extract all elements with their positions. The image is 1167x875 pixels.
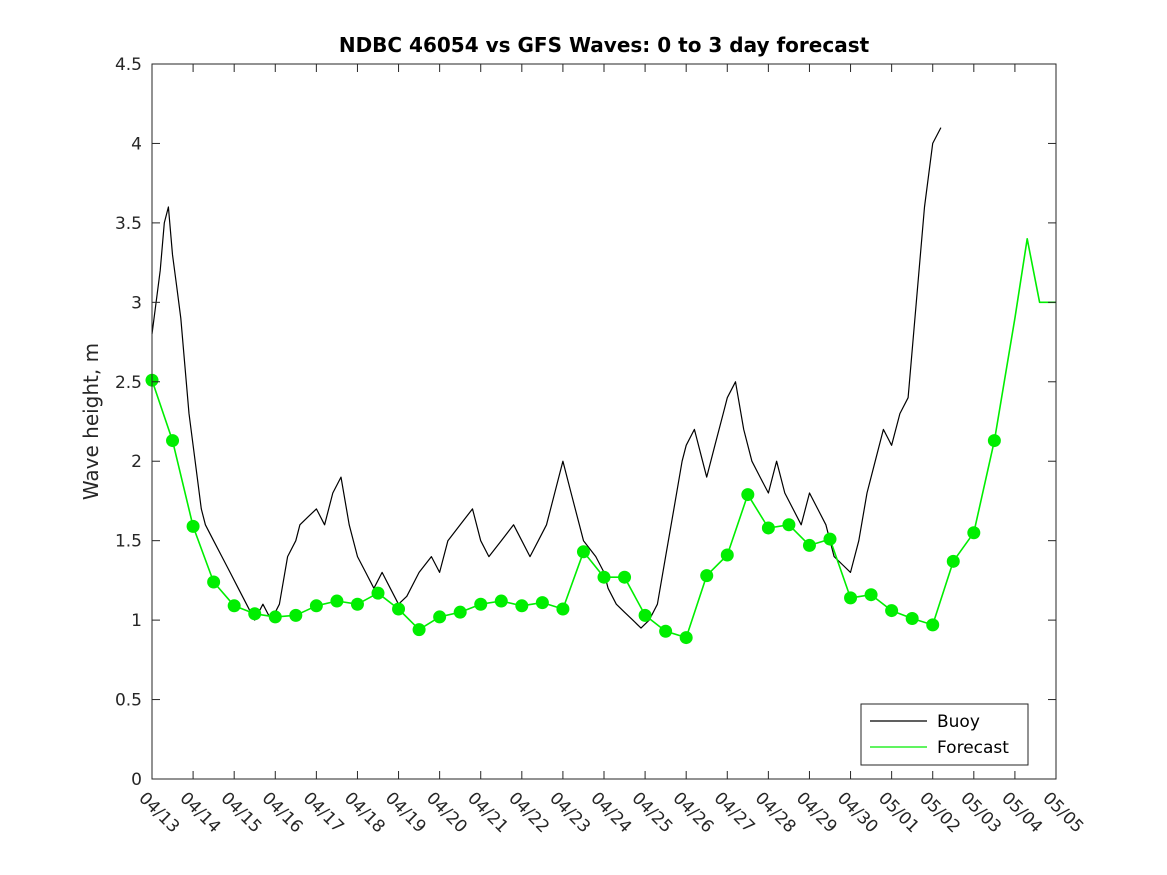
- forecast-point: [289, 608, 303, 622]
- y-tick-label: 1.5: [115, 532, 142, 552]
- forecast-point: [659, 624, 673, 638]
- y-tick-label: 0.5: [115, 691, 142, 711]
- legend-box: [860, 703, 1029, 766]
- y-axis-label: Wave height, m: [79, 343, 103, 500]
- forecast-point: [700, 569, 714, 583]
- forecast-point: [227, 599, 241, 613]
- forecast-point: [350, 597, 364, 611]
- forecast-point: [844, 591, 858, 605]
- x-tick-label: 04/18: [340, 788, 389, 837]
- forecast-point: [392, 602, 406, 616]
- forecast-point: [782, 518, 796, 532]
- forecast-point: [720, 548, 734, 562]
- forecast-point: [679, 631, 693, 645]
- x-tick-label: 04/19: [381, 788, 430, 837]
- x-tick-label: 05/04: [997, 788, 1046, 837]
- x-tick-label: 04/17: [299, 788, 348, 837]
- x-tick-label: 04/14: [176, 788, 225, 837]
- forecast-point: [802, 538, 816, 552]
- forecast-point: [186, 519, 200, 533]
- series-layer: [145, 127, 1056, 645]
- forecast-point: [268, 610, 282, 624]
- forecast-point: [638, 608, 652, 622]
- legend-label-buoy: Buoy: [937, 712, 980, 732]
- forecast-point: [597, 570, 611, 584]
- forecast-point: [515, 599, 529, 613]
- forecast-point: [885, 604, 899, 618]
- forecast-point: [556, 602, 570, 616]
- chart-title: NDBC 46054 vs GFS Waves: 0 to 3 day fore…: [339, 33, 870, 57]
- x-tick-label: 04/28: [751, 788, 800, 837]
- x-tick-label: 04/22: [504, 788, 553, 837]
- forecast-point: [330, 594, 344, 608]
- x-tick-label: 04/21: [463, 788, 512, 837]
- forecast-point: [433, 610, 447, 624]
- forecast-point: [741, 488, 755, 502]
- forecast-point: [535, 596, 549, 610]
- y-tick-label: 2: [131, 452, 142, 472]
- forecast-point: [926, 618, 940, 632]
- forecast-point: [823, 532, 837, 546]
- y-tick-label: 0: [131, 770, 142, 790]
- x-tick-label: 04/26: [669, 788, 718, 837]
- forecast-point: [864, 588, 878, 602]
- forecast-point: [905, 612, 919, 626]
- legend-label-forecast: Forecast: [937, 738, 1009, 758]
- y-tick-label: 4: [131, 134, 142, 154]
- x-tick-label: 04/23: [545, 788, 594, 837]
- x-tick-label: 04/13: [134, 788, 183, 837]
- forecast-point: [618, 570, 632, 584]
- x-tick-label: 05/03: [956, 788, 1005, 837]
- y-tick-label: 1: [131, 611, 142, 631]
- forecast-point: [761, 521, 775, 535]
- forecast-point: [412, 623, 426, 637]
- x-tick-label: 05/01: [874, 788, 923, 837]
- forecast-point: [248, 607, 262, 621]
- y-tick-label: 3: [131, 293, 142, 313]
- x-tick-label: 05/02: [915, 788, 964, 837]
- x-tick-label: 05/05: [1038, 788, 1087, 837]
- forecast-point: [207, 575, 221, 589]
- forecast-point: [371, 586, 385, 600]
- y-tick-label: 2.5: [115, 373, 142, 393]
- series-line-forecast: [151, 238, 1056, 639]
- y-tick-label: 3.5: [115, 214, 142, 234]
- x-tick-label: 04/20: [422, 788, 471, 837]
- y-tick-label: 4.5: [115, 55, 142, 75]
- forecast-point: [453, 605, 467, 619]
- plot-background: [152, 64, 1056, 779]
- x-tick-label: 04/25: [628, 788, 677, 837]
- forecast-point: [474, 597, 488, 611]
- forecast-point: [309, 599, 323, 613]
- forecast-point: [946, 554, 960, 568]
- forecast-point: [166, 434, 180, 448]
- x-tick-label: 04/24: [586, 788, 635, 837]
- legend: Buoy Forecast: [860, 703, 1029, 766]
- forecast-point: [987, 434, 1001, 448]
- x-tick-label: 04/15: [217, 788, 266, 837]
- forecast-point: [967, 526, 981, 540]
- series-line-buoy: [151, 127, 942, 629]
- x-tick-label: 04/29: [792, 788, 841, 837]
- x-tick-label: 04/30: [833, 788, 882, 837]
- x-tick-label: 04/16: [258, 788, 307, 837]
- forecast-point: [576, 545, 590, 559]
- forecast-point: [494, 594, 508, 608]
- x-tick-label: 04/27: [710, 788, 759, 837]
